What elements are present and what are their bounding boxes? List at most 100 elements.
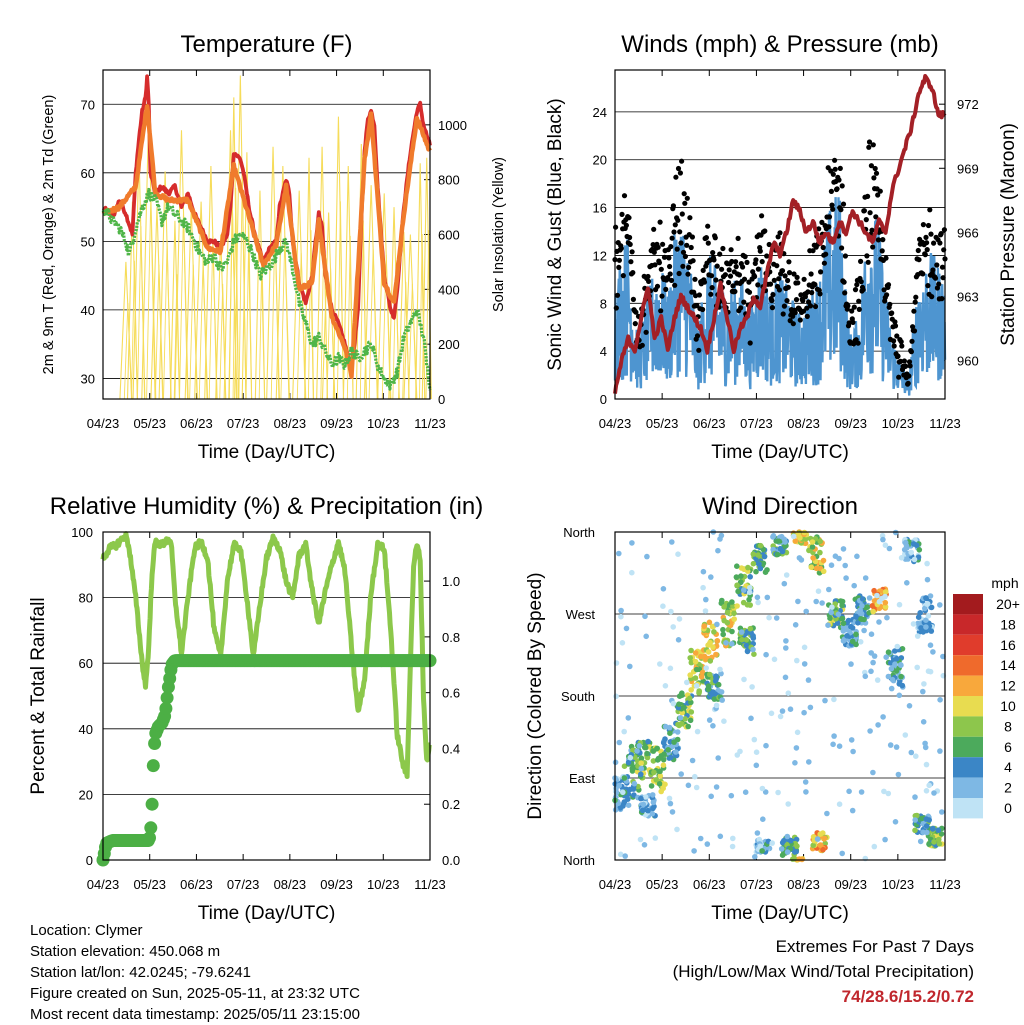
gust-point [677, 229, 683, 235]
gust-point [650, 242, 656, 248]
direction-point [747, 574, 753, 580]
direction-point [781, 580, 788, 587]
direction-point [656, 781, 663, 787]
direction-point [720, 631, 726, 638]
precip-point [144, 821, 158, 835]
gust-point [909, 338, 915, 344]
direction-point [687, 655, 693, 661]
direction-point [721, 604, 727, 610]
gust-point [785, 284, 791, 290]
gust-point [927, 207, 933, 213]
direction-point [761, 553, 768, 560]
gust-point [810, 248, 816, 254]
direction-point [915, 614, 922, 620]
direction-point [884, 614, 890, 621]
direction-point [914, 812, 920, 819]
direction-point [740, 599, 747, 606]
direction-point [689, 757, 696, 764]
direction-point [734, 563, 740, 569]
direction-point [710, 689, 716, 695]
direction-point [809, 539, 816, 545]
direction-point [650, 758, 657, 764]
direction-point [801, 661, 808, 667]
direction-point [693, 683, 700, 689]
direction-point [898, 673, 904, 680]
direction-point [927, 668, 934, 675]
gust-point [746, 279, 752, 285]
direction-point [688, 709, 695, 715]
direction-point [920, 719, 927, 725]
direction-point [885, 649, 892, 655]
gust-point [770, 292, 776, 298]
rh-xtick-label: 11/23 [414, 877, 446, 892]
direction-point [871, 843, 878, 850]
gust-point [681, 191, 687, 197]
direction-point [829, 604, 835, 610]
direction-point [820, 557, 827, 564]
direction-point [702, 608, 709, 614]
winds-y2tick-label: 972 [957, 97, 979, 112]
gust-point [696, 292, 703, 298]
direction-point [692, 658, 699, 665]
direction-point [862, 575, 869, 581]
direction-point [756, 836, 763, 843]
legend-label: 18 [1000, 616, 1016, 632]
gust-point [911, 328, 918, 334]
direction-point [822, 697, 828, 704]
direction-point [694, 728, 701, 735]
direction-point [923, 624, 929, 630]
direction-point [621, 728, 627, 735]
direction-point [922, 605, 928, 612]
direction-point [731, 610, 737, 617]
direction-point [770, 533, 777, 539]
direction-point [713, 784, 720, 790]
gust-point [741, 299, 747, 305]
direction-point [876, 619, 882, 625]
gust-point [854, 282, 860, 288]
direction-point [923, 788, 930, 794]
gust-point [682, 200, 688, 206]
gust-point [630, 270, 636, 276]
gust-point [871, 175, 877, 181]
direction-point [855, 620, 861, 626]
direction-point [794, 729, 801, 736]
solar-spike [381, 255, 391, 400]
gust-point [654, 283, 661, 289]
direction-point [652, 835, 659, 841]
gust-point [932, 275, 939, 281]
rh-ytick-label: 20 [79, 787, 93, 802]
direction-point [920, 688, 926, 695]
direction-point [691, 848, 697, 854]
direction-point [864, 604, 871, 610]
direction-point [710, 723, 716, 729]
gust-point [790, 313, 796, 319]
direction-point [729, 843, 736, 850]
direction-point [612, 807, 619, 813]
solar-spike [245, 226, 253, 400]
direction-point [708, 574, 714, 580]
direction-point [910, 541, 917, 547]
created-text: Figure created on Sun, 2025-05-11, at 23… [30, 985, 360, 1002]
rh-title: Relative Humidity (%) & Precipitation (i… [50, 493, 483, 520]
gust-point [795, 280, 801, 286]
direction-point [627, 663, 633, 670]
gust-point [812, 303, 819, 310]
direction-point [859, 603, 865, 609]
gust-point [672, 222, 678, 228]
direction-point [750, 646, 756, 653]
direction-point [648, 783, 655, 789]
gust-point [875, 192, 881, 198]
direction-point [719, 697, 725, 703]
gust-point [798, 292, 804, 298]
solar-spike [173, 274, 181, 400]
winds-ytick-label: 12 [593, 248, 607, 263]
temp-xtick-label: 05/23 [133, 416, 166, 431]
direction-point [730, 835, 736, 842]
direction-point [834, 620, 841, 626]
gust-point [915, 247, 921, 254]
direction-point [790, 533, 797, 540]
solar-spike [163, 239, 172, 400]
direction-point [792, 849, 798, 855]
winds-ylabel: Sonic Wind & Gust (Blue, Black) [545, 98, 566, 370]
gust-point [821, 260, 828, 266]
